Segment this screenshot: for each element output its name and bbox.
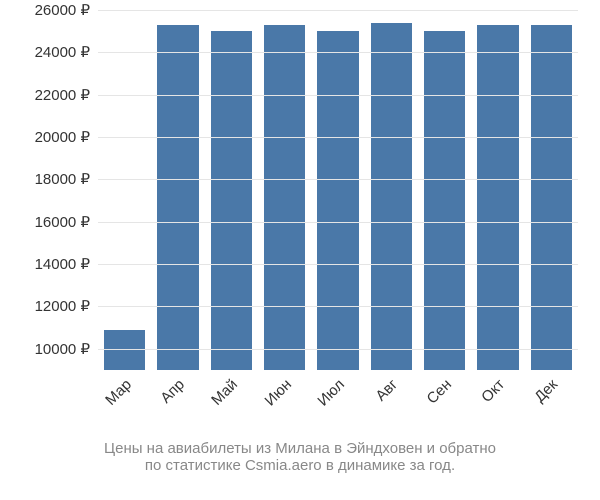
bars-container <box>98 10 578 370</box>
x-tick-label: Авг <box>373 376 402 405</box>
chart-caption: Цены на авиабилеты из Милана в Эйндховен… <box>0 440 600 474</box>
bar <box>317 31 359 370</box>
x-tick-label: Июн <box>261 376 294 409</box>
y-tick-label: 12000 ₽ <box>35 297 98 315</box>
gridline <box>98 52 578 53</box>
gridline <box>98 179 578 180</box>
gridline <box>98 137 578 138</box>
y-tick-label: 26000 ₽ <box>35 1 98 19</box>
y-tick-label: 24000 ₽ <box>35 43 98 61</box>
bar <box>104 330 146 370</box>
plot-area: 10000 ₽12000 ₽14000 ₽16000 ₽18000 ₽20000… <box>98 10 578 370</box>
x-tick-label: Мар <box>102 376 135 409</box>
bar <box>157 25 199 370</box>
y-tick-label: 10000 ₽ <box>35 340 98 358</box>
x-tick-label: Дек <box>532 376 562 406</box>
y-tick-label: 16000 ₽ <box>35 213 98 231</box>
x-tick-label: Сен <box>423 376 454 407</box>
gridline <box>98 349 578 350</box>
gridline <box>98 222 578 223</box>
y-tick-label: 20000 ₽ <box>35 128 98 146</box>
y-tick-label: 14000 ₽ <box>35 255 98 273</box>
y-tick-label: 18000 ₽ <box>35 170 98 188</box>
bar <box>531 25 573 370</box>
bar <box>211 31 253 370</box>
y-tick-label: 22000 ₽ <box>35 86 98 104</box>
x-tick-label: Окт <box>478 376 508 406</box>
gridline <box>98 264 578 265</box>
bar <box>424 31 466 370</box>
gridline <box>98 95 578 96</box>
gridline <box>98 10 578 11</box>
x-tick-label: Июл <box>314 376 348 410</box>
x-tick-label: Май <box>209 376 242 409</box>
x-tick-label: Апр <box>157 376 188 407</box>
caption-line: Цены на авиабилеты из Милана в Эйндховен… <box>0 440 600 457</box>
bar <box>477 25 519 370</box>
bar <box>264 25 306 370</box>
gridline <box>98 306 578 307</box>
price-bar-chart: 10000 ₽ 12000 ₽ 14000 ₽ 16000 ₽ 18000 ₽ 20000… <box>0 0 600 500</box>
caption-line: по статистике Csmia.aero в динамике за г… <box>0 457 600 474</box>
bar <box>371 23 413 370</box>
